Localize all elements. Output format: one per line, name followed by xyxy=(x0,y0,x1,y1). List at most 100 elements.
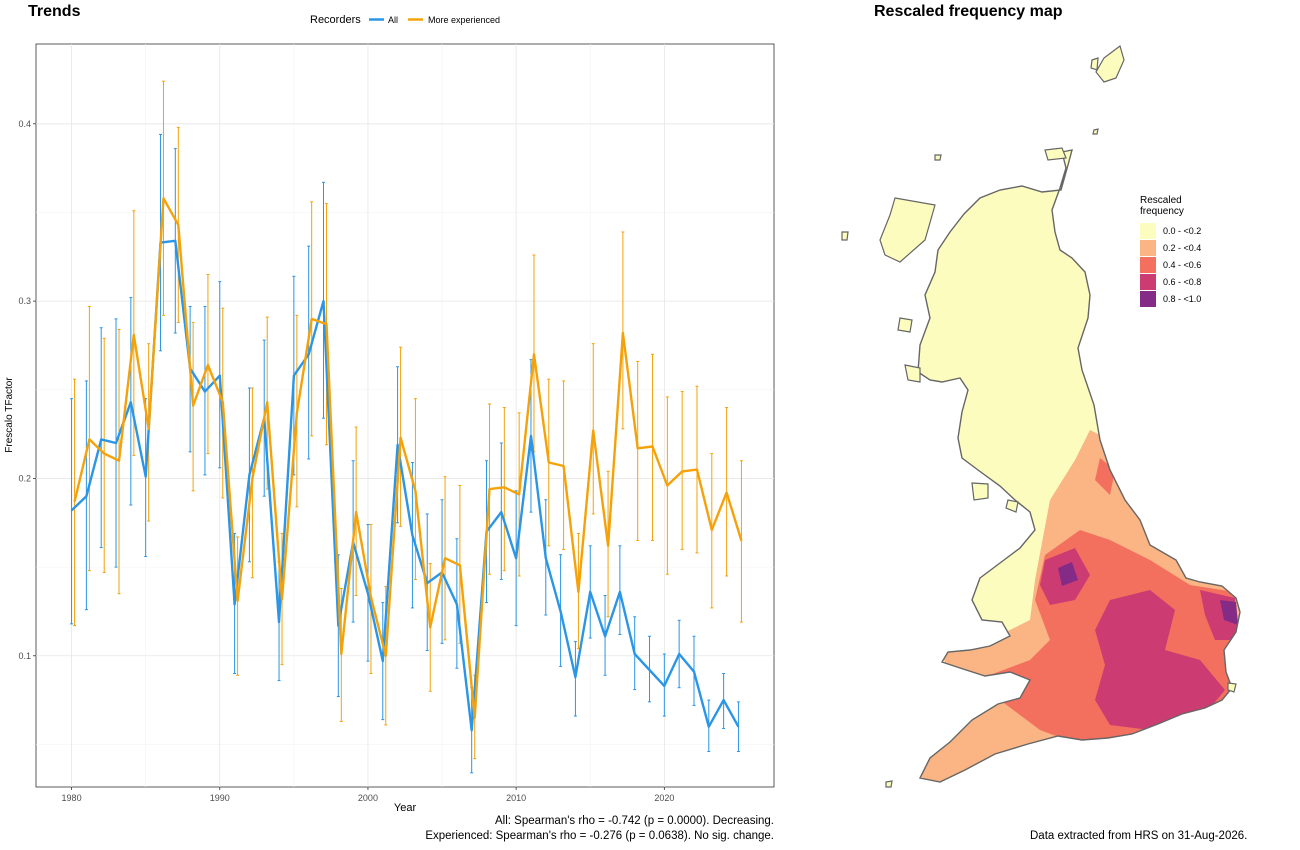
point-all xyxy=(707,725,710,728)
point-more-experienced xyxy=(207,364,209,366)
y-axis-label: Frescalo TFactor xyxy=(4,377,15,453)
point-more-experienced xyxy=(533,353,535,356)
point-more-experienced xyxy=(88,438,91,441)
y-tick-label: 0.4 xyxy=(18,119,31,129)
point-more-experienced xyxy=(236,600,239,602)
point-all xyxy=(693,670,695,673)
x-tick-label: 1990 xyxy=(210,793,230,803)
point-more-experienced xyxy=(103,452,106,455)
point-all xyxy=(470,729,473,732)
point-all xyxy=(648,669,651,671)
point-all xyxy=(381,660,384,662)
series-layer xyxy=(70,80,743,774)
point-more-experienced xyxy=(740,539,743,542)
point-more-experienced xyxy=(577,591,580,593)
point-more-experienced xyxy=(473,717,476,719)
point-more-experienced xyxy=(651,445,654,448)
point-more-experienced xyxy=(681,470,683,473)
point-more-experienced xyxy=(503,486,506,489)
point-more-experienced xyxy=(340,653,343,655)
point-more-experienced xyxy=(725,491,728,494)
trends-title: Trends xyxy=(28,3,81,20)
point-more-experienced xyxy=(177,224,180,226)
point-more-experienced xyxy=(459,564,461,567)
point-all xyxy=(737,725,740,728)
point-all xyxy=(396,443,399,446)
legend-label-more-experienced: More experienced xyxy=(428,15,500,25)
map-legend-swatch xyxy=(1140,273,1156,290)
point-all xyxy=(337,624,340,627)
point-all xyxy=(293,374,295,377)
legend-label-all: All xyxy=(388,15,398,25)
point-more-experienced xyxy=(162,197,165,200)
point-more-experienced xyxy=(296,412,298,414)
map-legend-item: 0.0 - <0.2 xyxy=(1140,222,1201,239)
map-legend: Rescaled frequency 0.0 - <0.2 0.2 - <0.4 0… xyxy=(1140,195,1201,307)
point-more-experienced xyxy=(370,596,372,599)
map-legend-swatch xyxy=(1140,290,1156,307)
map-legend-label: 0.6 - <0.8 xyxy=(1163,276,1202,287)
plot-panel xyxy=(35,43,775,788)
x-tick-label: 2010 xyxy=(506,793,526,803)
point-more-experienced xyxy=(73,500,76,503)
point-all xyxy=(604,635,606,638)
point-more-experienced xyxy=(518,493,520,496)
point-all xyxy=(233,603,236,606)
point-all xyxy=(204,390,206,393)
point-more-experienced xyxy=(592,429,595,432)
map-legend-label: 0.0 - <0.2 xyxy=(1163,225,1202,236)
point-all xyxy=(367,592,369,595)
point-all xyxy=(515,557,517,560)
point-more-experienced xyxy=(266,401,269,404)
y-tick-label: 0.2 xyxy=(18,473,31,483)
point-all xyxy=(574,676,577,678)
legend-title: Recorders xyxy=(310,14,361,26)
point-all xyxy=(100,438,103,441)
point-more-experienced xyxy=(488,488,491,490)
point-all xyxy=(144,475,147,478)
point-more-experienced xyxy=(607,545,609,547)
point-all xyxy=(85,495,88,497)
point-more-experienced xyxy=(355,511,357,513)
point-all xyxy=(500,511,503,513)
map-legend-swatch xyxy=(1140,239,1156,256)
point-more-experienced xyxy=(429,626,432,629)
x-tick-label: 2020 xyxy=(654,793,674,803)
point-all xyxy=(174,240,177,242)
spearman-experienced-note: Experienced: Spearman's rho = -0.276 (p … xyxy=(425,830,774,842)
point-all xyxy=(278,621,280,623)
map-legend-item: 0.2 - <0.4 xyxy=(1140,239,1201,256)
point-all xyxy=(70,509,73,512)
trend-line-all xyxy=(70,239,740,732)
point-more-experienced xyxy=(636,447,639,450)
point-more-experienced xyxy=(133,334,135,336)
point-all xyxy=(456,603,458,606)
point-more-experienced xyxy=(444,557,446,560)
map-legend-item: 0.6 - <0.8 xyxy=(1140,273,1201,290)
point-all xyxy=(322,300,325,302)
data-extracted-note: Data extracted from HRS on 31-Aug-2026. xyxy=(1030,830,1248,842)
point-more-experienced xyxy=(622,332,624,334)
point-all xyxy=(559,610,562,613)
point-all xyxy=(663,685,666,687)
point-more-experienced xyxy=(666,484,669,487)
map-legend-swatch xyxy=(1140,222,1156,239)
map-legend-item: 0.8 - <1.0 xyxy=(1140,290,1201,307)
map-title: Rescaled frequency map xyxy=(874,3,1063,20)
point-all xyxy=(589,591,592,593)
point-more-experienced xyxy=(399,436,402,439)
point-more-experienced xyxy=(251,477,254,480)
point-all xyxy=(530,435,532,437)
point-more-experienced xyxy=(310,318,313,320)
point-all xyxy=(248,474,251,476)
trends-chart: Recorders All More experienced 1980 1990 2… xyxy=(4,14,775,814)
trend-line-more-experienced xyxy=(73,197,743,719)
point-more-experienced xyxy=(414,490,417,492)
point-all xyxy=(544,557,547,560)
islands xyxy=(841,44,1237,788)
axis-ticks: 1980 1990 2000 2010 2020 0.1 0.2 0.3 0.4 xyxy=(18,119,674,803)
y-tick-label: 0.3 xyxy=(18,296,31,306)
x-tick-label: 2000 xyxy=(358,793,378,803)
map-legend-label: 0.2 - <0.4 xyxy=(1163,242,1202,253)
map-legend-swatch xyxy=(1140,256,1156,273)
